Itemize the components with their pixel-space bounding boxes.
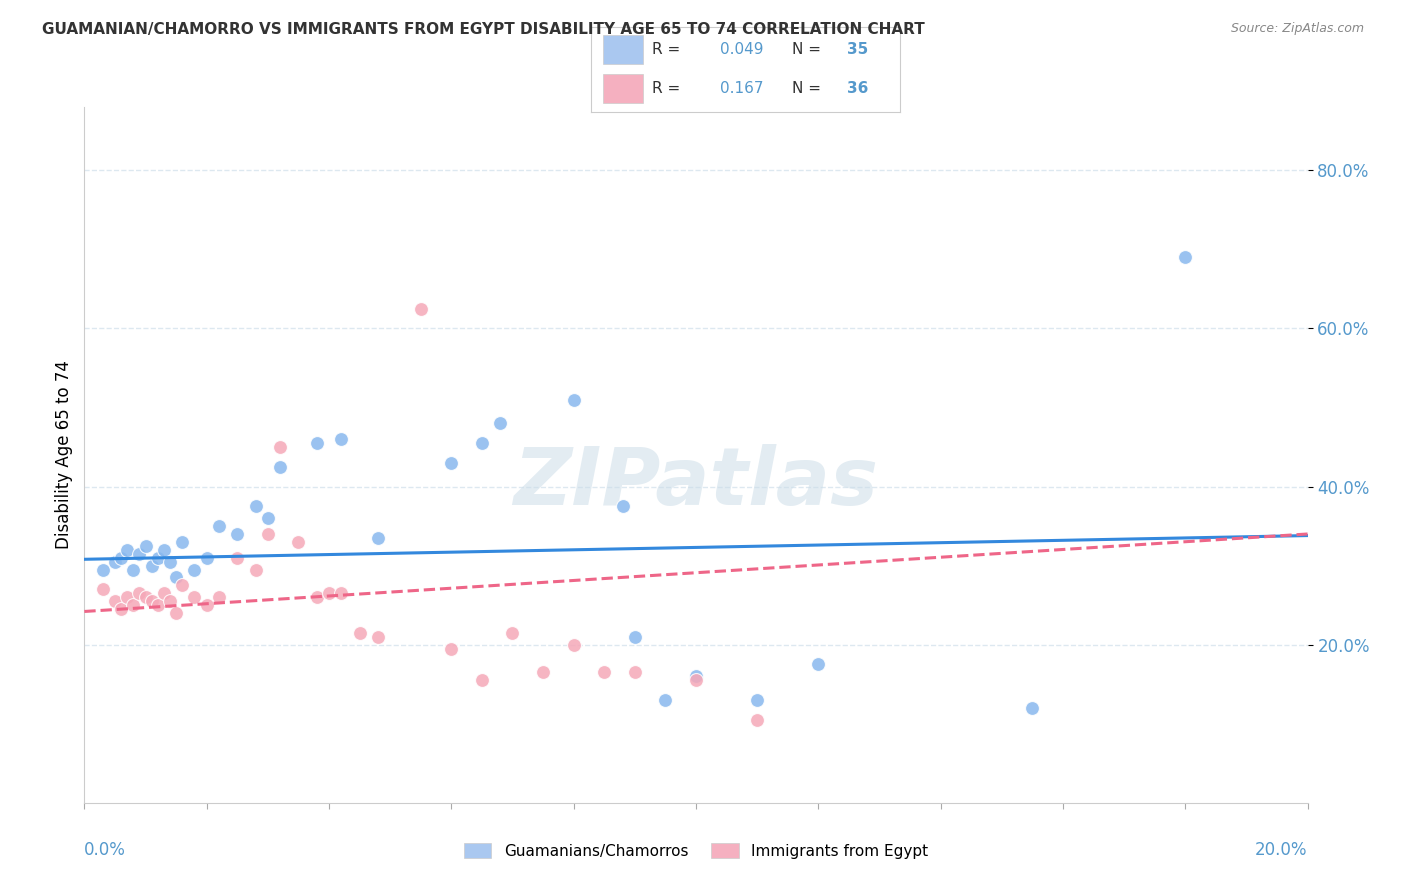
Point: [115, 542, 138, 557]
Point: [104, 555, 127, 569]
Point: [367, 630, 389, 644]
Point: [330, 586, 353, 600]
Point: [153, 586, 176, 600]
Point: [440, 456, 463, 470]
Point: [471, 673, 494, 688]
Point: [305, 436, 328, 450]
Point: [612, 500, 634, 514]
Point: [654, 693, 676, 707]
Point: [593, 665, 616, 680]
Text: 0.167: 0.167: [720, 81, 763, 96]
Text: GUAMANIAN/CHAMORRO VS IMMIGRANTS FROM EGYPT DISABILITY AGE 65 TO 74 CORRELATION : GUAMANIAN/CHAMORRO VS IMMIGRANTS FROM EG…: [42, 22, 925, 37]
Point: [269, 440, 291, 454]
Point: [104, 594, 127, 608]
Point: [489, 417, 512, 431]
Point: [471, 436, 494, 450]
Point: [226, 550, 249, 565]
Text: 35: 35: [848, 42, 869, 57]
Text: 0.0%: 0.0%: [84, 841, 127, 859]
Y-axis label: Disability Age 65 to 74: Disability Age 65 to 74: [55, 360, 73, 549]
Point: [440, 641, 463, 656]
Point: [195, 550, 218, 565]
Point: [1174, 250, 1197, 264]
Text: N =: N =: [792, 42, 821, 57]
Point: [122, 563, 145, 577]
Point: [91, 582, 114, 597]
Point: [562, 392, 585, 407]
Point: [208, 591, 231, 605]
Point: [165, 606, 187, 620]
Text: 20.0%: 20.0%: [1256, 841, 1308, 859]
Point: [141, 558, 163, 573]
Point: [409, 301, 432, 316]
Point: [685, 673, 707, 688]
Point: [146, 598, 169, 612]
Point: [172, 578, 194, 592]
Point: [172, 534, 194, 549]
Point: [367, 531, 389, 545]
Point: [245, 500, 267, 514]
Bar: [603, 36, 643, 64]
Point: [91, 563, 114, 577]
Point: [165, 570, 187, 584]
Point: [562, 638, 585, 652]
Point: [208, 519, 231, 533]
Point: [110, 602, 132, 616]
Point: [685, 669, 707, 683]
Point: [1021, 701, 1043, 715]
Point: [257, 511, 280, 525]
Point: [287, 534, 309, 549]
Point: [159, 594, 181, 608]
Point: [226, 527, 249, 541]
Point: [531, 665, 554, 680]
Point: [183, 563, 205, 577]
Point: [153, 542, 176, 557]
Text: R =: R =: [652, 81, 681, 96]
Text: 36: 36: [848, 81, 869, 96]
Point: [122, 598, 145, 612]
Point: [115, 591, 138, 605]
Point: [195, 598, 218, 612]
Point: [502, 625, 524, 640]
Point: [128, 586, 150, 600]
Point: [349, 625, 371, 640]
Point: [159, 555, 181, 569]
Legend: Guamanians/Chamorros, Immigrants from Egypt: Guamanians/Chamorros, Immigrants from Eg…: [458, 837, 934, 864]
Point: [135, 539, 157, 553]
Point: [330, 432, 353, 446]
Point: [624, 630, 647, 644]
Text: R =: R =: [652, 42, 681, 57]
Point: [624, 665, 647, 680]
Point: [269, 459, 291, 474]
Text: 0.049: 0.049: [720, 42, 763, 57]
Point: [245, 563, 267, 577]
Text: Source: ZipAtlas.com: Source: ZipAtlas.com: [1230, 22, 1364, 36]
Point: [807, 657, 830, 672]
Point: [257, 527, 280, 541]
Point: [747, 713, 769, 727]
Bar: [603, 74, 643, 103]
Point: [135, 591, 157, 605]
Text: ZIPatlas: ZIPatlas: [513, 443, 879, 522]
Text: N =: N =: [792, 81, 821, 96]
Point: [110, 550, 132, 565]
Point: [318, 586, 340, 600]
Point: [146, 550, 169, 565]
Point: [747, 693, 769, 707]
Point: [141, 594, 163, 608]
Point: [128, 547, 150, 561]
Point: [183, 591, 205, 605]
Point: [305, 591, 328, 605]
